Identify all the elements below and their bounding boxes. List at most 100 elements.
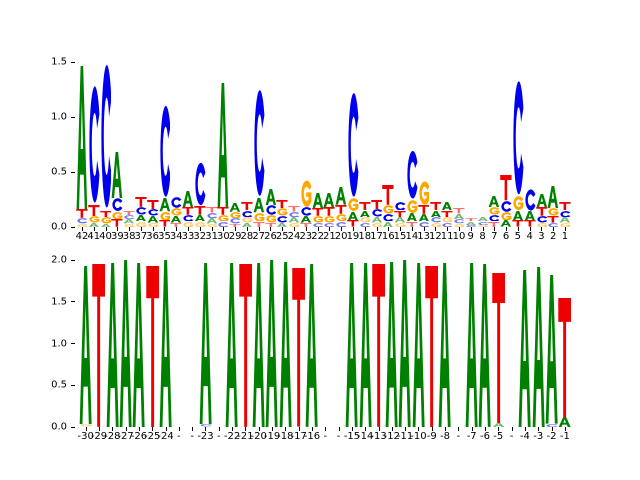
logo-letter-G — [253, 212, 265, 222]
logo-letter-C — [312, 222, 324, 227]
logo-letter-C — [241, 210, 253, 218]
logo-letter-C — [276, 216, 288, 223]
logo-letter-T — [145, 265, 159, 427]
logo-letter-A — [199, 262, 212, 425]
x-tick — [365, 427, 367, 431]
x-tick-label: -13 — [370, 431, 387, 442]
y-tick — [71, 171, 75, 173]
x-tick-label: -16 — [303, 431, 321, 442]
x-tick-label: - — [336, 431, 341, 442]
x-tick-label: 37 — [134, 231, 148, 242]
x-tick-label: 17 — [370, 231, 383, 242]
logo-letter-C — [500, 200, 512, 212]
x-tick — [470, 227, 472, 231]
logo-letter-T — [264, 222, 277, 227]
x-tick — [338, 427, 340, 431]
logo-letter-G — [347, 198, 359, 212]
x-tick — [325, 427, 327, 431]
logo-letter-T — [241, 201, 253, 211]
x-tick — [112, 427, 114, 431]
y-tick — [71, 426, 75, 428]
logo-letter-T — [92, 264, 106, 427]
x-tick — [458, 227, 460, 231]
logo-letter-T — [370, 199, 383, 210]
x-tick-label: 27 — [252, 231, 266, 242]
logo-letter-G — [441, 217, 453, 223]
x-tick — [431, 427, 433, 431]
x-tick-label: -27 — [117, 431, 134, 442]
x-tick — [117, 227, 119, 231]
x-tick-label: 42 — [75, 231, 89, 242]
x-tick-label: 15 — [393, 231, 407, 242]
logo-letter-C — [441, 222, 453, 227]
logo-letter-A — [123, 219, 135, 224]
x-tick-label: 13 — [417, 231, 430, 242]
logo-letter-A — [385, 261, 398, 427]
logo-letter-T — [558, 297, 572, 417]
logo-letter-C — [111, 198, 123, 212]
logo-letter-G — [477, 224, 489, 227]
logo-letter-A — [532, 266, 545, 427]
logo-letter-A — [170, 216, 182, 223]
x-tick-label: 30 — [216, 231, 230, 242]
logo-letter-A — [159, 198, 171, 212]
x-tick-label: 38 — [122, 231, 136, 242]
y-tick-label: 1.0 — [51, 111, 67, 123]
logo-letter-C — [300, 207, 312, 216]
x-tick — [418, 427, 420, 431]
logo-letter-A — [536, 194, 548, 208]
logo-letter-T — [300, 222, 312, 227]
logo-letter-A — [119, 260, 132, 427]
x-tick — [138, 427, 140, 431]
logo-letter-T — [76, 209, 88, 219]
logo-letter-C — [488, 215, 500, 222]
x-tick — [564, 227, 566, 231]
x-tick-label: -2 — [546, 431, 557, 442]
x-tick — [152, 227, 154, 231]
x-tick-label: 20 — [334, 231, 348, 242]
x-tick-label: 3 — [538, 231, 545, 242]
logo-letter-T — [194, 206, 206, 215]
x-tick — [411, 227, 413, 231]
y-tick — [71, 226, 75, 228]
logo-letter-A — [359, 262, 372, 427]
x-tick — [423, 227, 425, 231]
x-tick-label: -18 — [277, 431, 294, 442]
logo-letter-C — [406, 150, 418, 200]
x-tick-label: 21 — [323, 231, 336, 242]
logo-letter-C — [182, 215, 194, 222]
x-tick — [506, 227, 508, 231]
logo-letter-G — [147, 222, 159, 227]
x-tick — [405, 427, 407, 431]
logo-letter-A — [371, 217, 383, 223]
y-tick — [71, 61, 75, 63]
logo-letter-G — [536, 222, 548, 227]
x-tick — [317, 227, 319, 231]
x-tick — [272, 427, 274, 431]
x-tick-label: 24 — [287, 231, 301, 242]
x-tick — [351, 427, 353, 431]
x-tick-label: 14 — [405, 231, 419, 242]
x-tick-label: 23 — [299, 231, 313, 242]
logo-letter-A — [465, 262, 478, 427]
logo-letter-G — [194, 221, 206, 228]
logo-letter-C — [418, 221, 430, 228]
x-tick-label: -10 — [410, 431, 427, 442]
x-tick — [517, 227, 519, 231]
x-tick — [298, 427, 300, 431]
logo-letter-C — [135, 207, 147, 215]
logo-letter-C — [123, 214, 135, 220]
logo-letter-C — [76, 218, 88, 224]
logo-letter-G — [323, 216, 335, 223]
logo-letter-G — [229, 211, 241, 219]
x-tick — [482, 227, 484, 231]
logo-letter-T — [239, 264, 252, 427]
x-tick — [435, 227, 437, 231]
logo-letter-G — [488, 207, 500, 215]
x-tick — [270, 227, 272, 231]
x-tick — [140, 227, 142, 231]
logo-letter-G — [170, 208, 182, 216]
logo-letter-T — [488, 221, 500, 227]
logo-letter-A — [111, 152, 123, 199]
logo-letter-A — [100, 223, 112, 227]
